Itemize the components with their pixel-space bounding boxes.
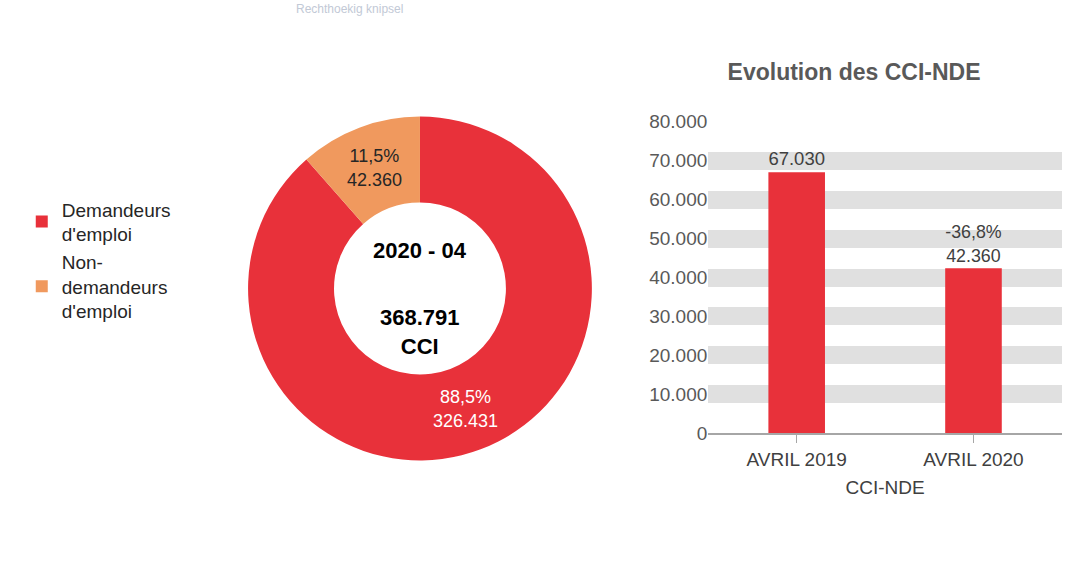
svg-text:70.000: 70.000 [649, 150, 707, 171]
svg-text:80.000: 80.000 [649, 111, 707, 132]
svg-text:-36,8%42.360: -36,8%42.360 [945, 222, 1002, 265]
svg-text:10.000: 10.000 [649, 384, 707, 405]
svg-text:368.791CCI: 368.791CCI [380, 305, 460, 359]
svg-text:88,5%326.431: 88,5%326.431 [433, 387, 498, 430]
svg-text:Rechthoekig knipsel: Rechthoekig knipsel [296, 2, 403, 16]
svg-text:30.000: 30.000 [649, 306, 707, 327]
svg-text:Demandeursd'emploi: Demandeursd'emploi [62, 200, 171, 246]
svg-text:0: 0 [697, 423, 708, 444]
svg-text:AVRIL 2019: AVRIL 2019 [747, 449, 847, 470]
svg-text:20.000: 20.000 [649, 345, 707, 366]
svg-text:67.030: 67.030 [768, 148, 825, 169]
svg-text:11,5%42.360: 11,5%42.360 [347, 146, 402, 189]
svg-text:CCI-NDE: CCI-NDE [846, 477, 925, 498]
svg-text:AVRIL 2020: AVRIL 2020 [923, 449, 1023, 470]
svg-text:40.000: 40.000 [649, 267, 707, 288]
svg-text:Non-demandeursd'emploi: Non-demandeursd'emploi [62, 252, 168, 322]
svg-text:50.000: 50.000 [649, 228, 707, 249]
svg-text:60.000: 60.000 [649, 189, 707, 210]
svg-text:Evolution des CCI-NDE: Evolution des CCI-NDE [728, 59, 981, 85]
svg-text:2020 - 04: 2020 - 04 [373, 238, 467, 263]
